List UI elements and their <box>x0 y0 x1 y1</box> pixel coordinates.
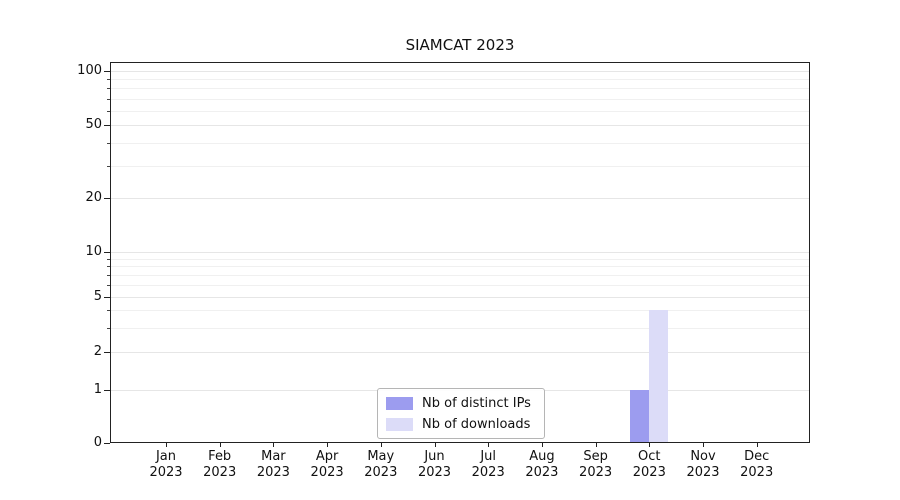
legend-entry: Nb of downloads <box>386 416 536 432</box>
major-gridline <box>110 198 810 199</box>
minor-gridline <box>110 285 810 287</box>
y-tick-mark <box>104 390 110 391</box>
y-tick-label: 2 <box>93 344 102 359</box>
y-tick-mark <box>104 125 110 126</box>
minor-gridline <box>110 266 810 268</box>
y-minor-tick-mark <box>107 98 110 100</box>
x-tick-label: Jun 2023 <box>417 449 452 480</box>
y-tick-mark <box>104 443 110 444</box>
x-tick-mark <box>488 443 490 447</box>
minor-gridline <box>110 310 810 312</box>
y-minor-tick-mark <box>107 165 110 167</box>
y-tick-label: 0 <box>93 435 102 450</box>
x-tick-mark <box>166 443 167 447</box>
x-tick-mark <box>380 443 382 447</box>
x-tick-mark <box>273 443 275 447</box>
x-tick-mark <box>541 443 543 447</box>
y-minor-tick-mark <box>107 88 110 90</box>
y-minor-tick-mark <box>107 266 110 268</box>
x-tick-label: Dec 2023 <box>740 449 774 480</box>
major-gridline <box>110 252 810 253</box>
minor-gridline <box>110 79 810 81</box>
x-tick-mark <box>756 443 758 447</box>
x-tick-label: May 2023 <box>364 449 398 480</box>
x-tick-label: Apr 2023 <box>310 449 344 480</box>
y-tick-mark <box>104 198 110 199</box>
y-minor-tick-mark <box>107 142 110 144</box>
plot-area <box>110 62 810 443</box>
major-gridline <box>110 352 810 353</box>
x-tick-label: Oct 2023 <box>632 449 666 480</box>
major-gridline <box>110 71 810 72</box>
x-tick-mark <box>649 443 651 447</box>
x-tick-label: Jan 2023 <box>149 449 183 480</box>
y-minor-tick-mark <box>107 258 110 260</box>
bar-distinct-ips <box>630 390 650 443</box>
minor-gridline <box>110 165 810 167</box>
y-minor-tick-mark <box>107 310 110 312</box>
legend: Nb of distinct IPs Nb of downloads <box>377 388 545 439</box>
x-tick-mark <box>434 443 436 447</box>
minor-gridline <box>110 98 810 100</box>
legend-label: Nb of downloads <box>422 416 531 432</box>
y-tick-mark <box>104 297 110 298</box>
x-tick-mark <box>219 443 221 447</box>
minor-gridline <box>110 275 810 277</box>
minor-gridline <box>110 258 810 260</box>
minor-gridline <box>110 142 810 144</box>
legend-label: Nb of distinct IPs <box>422 395 531 411</box>
y-minor-tick-mark <box>107 79 110 81</box>
y-tick-mark <box>104 71 110 72</box>
minor-gridline <box>110 88 810 90</box>
major-gridline <box>110 125 810 126</box>
y-tick-label: 100 <box>77 63 102 78</box>
y-tick-mark <box>104 352 110 353</box>
x-tick-label: Jul 2023 <box>471 449 505 480</box>
legend-swatch-icon <box>386 417 413 431</box>
y-tick-mark <box>104 252 110 253</box>
y-minor-tick-mark <box>107 110 110 112</box>
minor-gridline <box>110 327 810 329</box>
x-tick-label: Mar 2023 <box>256 449 290 480</box>
y-tick-label: 1 <box>93 382 102 397</box>
y-tick-label: 20 <box>85 190 102 205</box>
x-tick-label: Nov 2023 <box>686 449 720 480</box>
bar-downloads <box>649 310 669 443</box>
y-minor-tick-mark <box>107 327 110 329</box>
legend-entry: Nb of distinct IPs <box>386 395 536 411</box>
x-tick-mark <box>327 443 329 447</box>
y-tick-label: 10 <box>85 244 102 259</box>
chart-title: SIAMCAT 2023 <box>405 36 515 54</box>
x-tick-mark <box>595 443 597 447</box>
legend-swatch-icon <box>386 396 413 410</box>
major-gridline <box>110 297 810 298</box>
x-tick-label: Feb 2023 <box>203 449 237 480</box>
y-tick-label: 50 <box>85 117 102 132</box>
x-tick-mark <box>703 443 704 447</box>
y-tick-label: 5 <box>93 289 102 304</box>
y-minor-tick-mark <box>107 285 110 287</box>
y-minor-tick-mark <box>107 275 110 277</box>
x-tick-label: Sep 2023 <box>579 449 613 480</box>
minor-gridline <box>110 110 810 112</box>
x-tick-label: Aug 2023 <box>525 449 559 480</box>
